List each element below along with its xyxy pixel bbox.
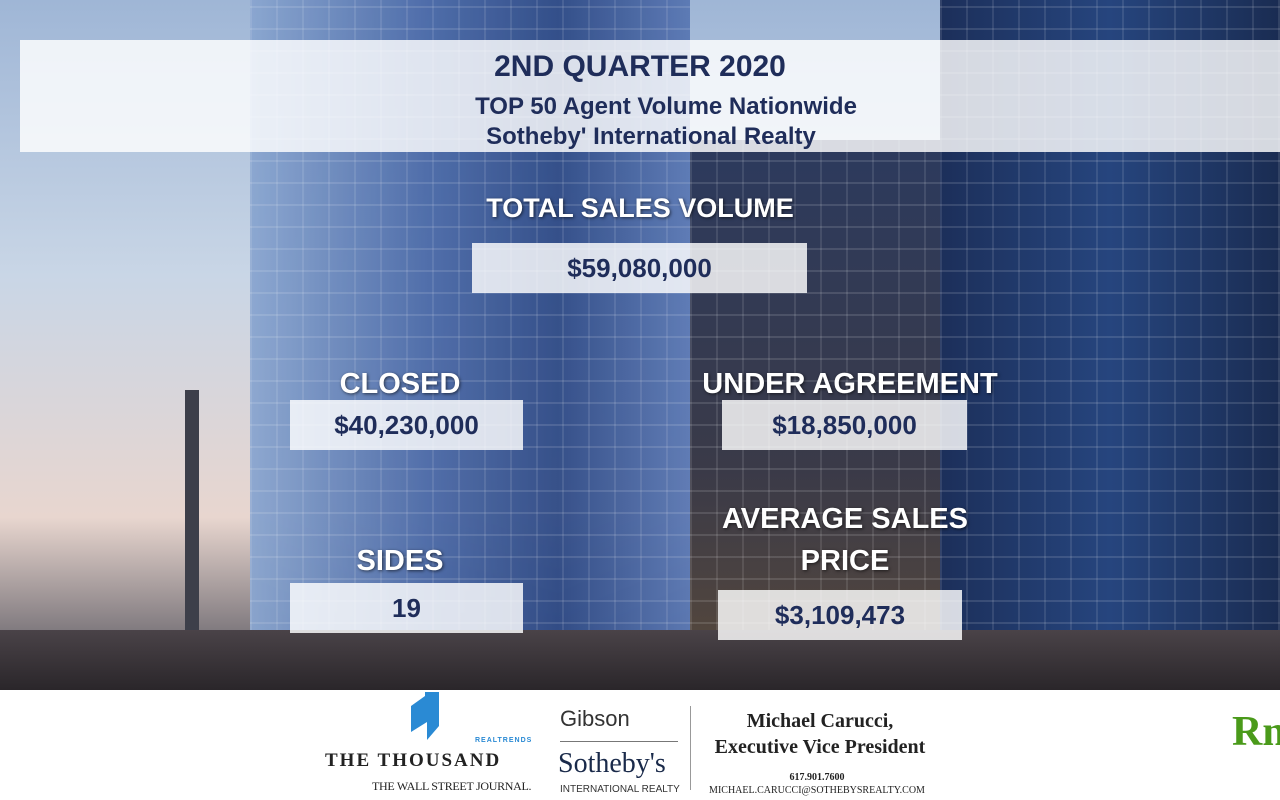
wsj-text: THE WALL STREET JOURNAL. bbox=[372, 779, 532, 793]
utility-pole bbox=[185, 390, 199, 630]
closed-label: CLOSED bbox=[339, 368, 461, 400]
agent-title: Executive Vice President bbox=[714, 736, 926, 758]
intl-realty-text: INTERNATIONAL REALTY bbox=[560, 784, 680, 795]
realtrends-text: REALTRENDS bbox=[475, 737, 533, 744]
quarter-title: 2ND QUARTER 2020 bbox=[494, 50, 786, 83]
street bbox=[0, 630, 1280, 690]
agent-phone: 617.901.7600 bbox=[789, 772, 845, 783]
vertical-divider bbox=[690, 706, 691, 790]
closed-value: $40,230,000 bbox=[290, 400, 523, 450]
divider bbox=[560, 741, 678, 742]
partial-logo: Rn bbox=[1232, 709, 1280, 755]
total-value: $59,080,000 bbox=[472, 243, 807, 293]
sides-value: 19 bbox=[290, 583, 523, 633]
agent-name: Michael Carucci, bbox=[746, 710, 894, 732]
total-label: TOTAL SALES VOLUME bbox=[486, 193, 794, 223]
gibson-text: Gibson bbox=[560, 706, 630, 731]
subtitle-line2: Sotheby' International Realty bbox=[486, 123, 816, 150]
under-agreement-label: UNDER AGREEMENT bbox=[702, 368, 998, 400]
realtrends-logo-icon bbox=[411, 692, 439, 740]
sides-label: SIDES bbox=[356, 545, 444, 577]
average-label-2: PRICE bbox=[800, 545, 890, 577]
header-band bbox=[20, 40, 1280, 152]
average-value: $3,109,473 bbox=[718, 590, 962, 640]
under-agreement-value: $18,850,000 bbox=[722, 400, 967, 450]
agent-email[interactable]: MICHAEL.CARUCCI@SOTHEBYSREALTY.COM bbox=[709, 785, 925, 796]
subtitle-line1: TOP 50 Agent Volume Nationwide bbox=[475, 93, 857, 120]
footer: REALTRENDS THE THOUSAND THE WALL STREET … bbox=[0, 690, 1280, 800]
sothebys-text: Sotheby's bbox=[558, 748, 666, 779]
the-thousand: THE THOUSAND bbox=[325, 750, 502, 771]
average-label-1: AVERAGE SALES bbox=[721, 503, 969, 535]
